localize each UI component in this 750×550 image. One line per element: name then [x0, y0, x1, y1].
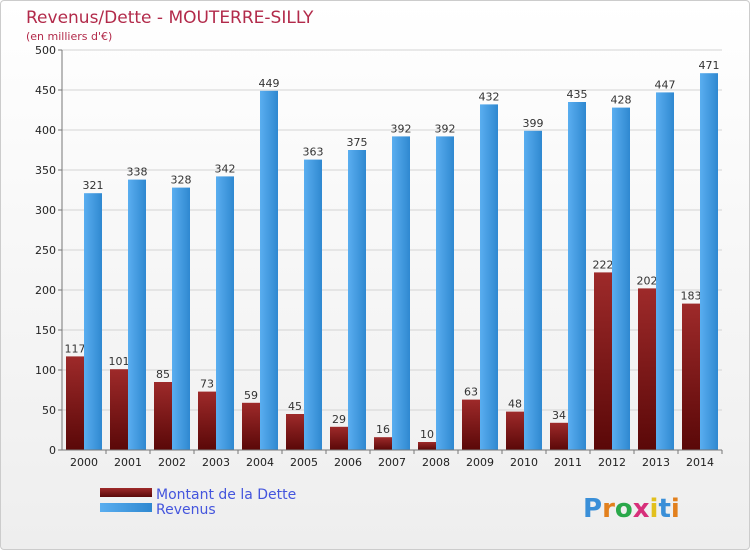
data-label-revenus: 392 — [391, 122, 412, 135]
data-label-revenus: 447 — [655, 78, 676, 91]
bar-revenus — [612, 107, 630, 450]
bar-dette — [550, 422, 568, 450]
x-tick-label: 2007 — [378, 456, 406, 469]
x-tick-label: 2001 — [114, 456, 142, 469]
x-tick-label: 2013 — [642, 456, 670, 469]
data-label-revenus: 471 — [699, 59, 720, 72]
data-label-dette: 45 — [288, 400, 302, 413]
data-label-revenus: 449 — [259, 77, 280, 90]
y-tick-label: 450 — [35, 84, 56, 97]
bar-dette — [462, 399, 480, 450]
y-tick-label: 500 — [35, 44, 56, 57]
bar-dette — [330, 426, 348, 450]
x-tick-label: 2012 — [598, 456, 626, 469]
data-label-revenus: 392 — [435, 122, 456, 135]
proxiti-logo: Proxiti — [583, 494, 680, 524]
chart-subtitle: (en milliers d'€) — [26, 30, 112, 43]
data-label-revenus: 321 — [83, 179, 104, 192]
x-tick-label: 2003 — [202, 456, 230, 469]
data-label-revenus: 432 — [479, 90, 500, 103]
bar-dette — [154, 382, 172, 450]
x-axis: 2000 2001 2002 2003 2004 2005 2006 2007 2008 2009… — [62, 449, 723, 469]
data-label-revenus: 399 — [523, 117, 544, 130]
x-tick-label: 2014 — [686, 456, 714, 469]
bar-revenus — [172, 187, 190, 450]
data-label-dette: 85 — [156, 368, 170, 381]
bar-revenus — [480, 104, 498, 451]
legend: Montant de la Dette Revenus — [100, 487, 296, 518]
data-label-dette: 202 — [637, 274, 658, 287]
x-tick-label: 2004 — [246, 456, 274, 469]
x-tick-label: 2002 — [158, 456, 186, 469]
y-tick-label: 350 — [35, 164, 56, 177]
x-tick-label: 2006 — [334, 456, 362, 469]
data-label-revenus: 375 — [347, 136, 368, 149]
bar-revenus — [568, 102, 586, 450]
data-label-revenus: 435 — [567, 88, 588, 101]
bar-dette — [242, 402, 260, 450]
data-label-dette: 48 — [508, 398, 522, 411]
y-tick-label: 150 — [35, 324, 56, 337]
bar-revenus — [348, 150, 366, 450]
bar-dette — [682, 303, 700, 450]
x-tick-label: 2005 — [290, 456, 318, 469]
data-label-dette: 101 — [109, 355, 130, 368]
x-tick-label: 2000 — [70, 456, 98, 469]
data-label-dette: 117 — [65, 342, 86, 355]
bar-dette — [198, 391, 216, 450]
y-tick-label: 100 — [35, 364, 56, 377]
data-label-dette: 73 — [200, 378, 214, 391]
legend-swatch-revenus — [100, 503, 152, 512]
data-label-dette: 63 — [464, 386, 478, 399]
bar-dette — [594, 272, 612, 450]
bar-revenus — [524, 130, 542, 451]
data-label-revenus: 428 — [611, 94, 632, 107]
bar-dette — [418, 442, 436, 450]
legend-label-dette: Montant de la Dette — [156, 487, 296, 503]
x-tick-label: 2010 — [510, 456, 538, 469]
legend-label-revenus: Revenus — [156, 502, 216, 518]
bar-dette — [638, 288, 656, 450]
legend-swatch-dette — [100, 488, 152, 497]
data-label-revenus: 338 — [127, 166, 148, 179]
data-label-revenus: 342 — [215, 162, 236, 175]
data-label-dette: 16 — [376, 423, 390, 436]
y-tick-label: 200 — [35, 284, 56, 297]
data-label-revenus: 363 — [303, 146, 324, 159]
data-label-dette: 222 — [593, 258, 614, 271]
bar-dette — [66, 356, 84, 450]
chart-title: Revenus/Dette - MOUTERRE-SILLY — [26, 8, 314, 28]
bar-dette — [506, 411, 524, 450]
x-tick-label: 2009 — [466, 456, 494, 469]
y-tick-label: 50 — [42, 404, 56, 417]
bar-revenus — [216, 176, 234, 450]
data-label-dette: 10 — [420, 428, 434, 441]
bar-revenus — [260, 90, 278, 451]
bar-revenus — [392, 136, 410, 450]
bar-dette — [110, 369, 128, 450]
bar-revenus — [656, 92, 674, 451]
y-axis: 0 50 100 150 200 250 300 350 400 450 500 — [35, 44, 63, 457]
bar-revenus — [128, 179, 146, 450]
y-tick-label: 300 — [35, 204, 56, 217]
data-label-dette: 59 — [244, 389, 258, 402]
bar-dette — [286, 414, 304, 450]
data-label-dette: 29 — [332, 413, 346, 426]
y-tick-label: 0 — [49, 444, 56, 457]
y-tick-label: 250 — [35, 244, 56, 257]
data-label-dette: 34 — [552, 409, 566, 422]
data-label-revenus: 328 — [171, 174, 192, 187]
x-tick-label: 2011 — [554, 456, 582, 469]
bar-revenus — [84, 193, 102, 450]
bars: 117 321 101 338 85 328 73 342 59 449 45 363 29 375 16 3… — [65, 59, 720, 451]
svg-text:Proxiti: Proxiti — [583, 494, 680, 524]
bar-revenus — [700, 73, 718, 450]
bar-revenus — [304, 159, 322, 450]
bar-revenus — [436, 136, 454, 450]
y-tick-label: 400 — [35, 124, 56, 137]
x-tick-label: 2008 — [422, 456, 450, 469]
bar-dette — [374, 437, 392, 450]
data-label-dette: 183 — [681, 290, 702, 303]
